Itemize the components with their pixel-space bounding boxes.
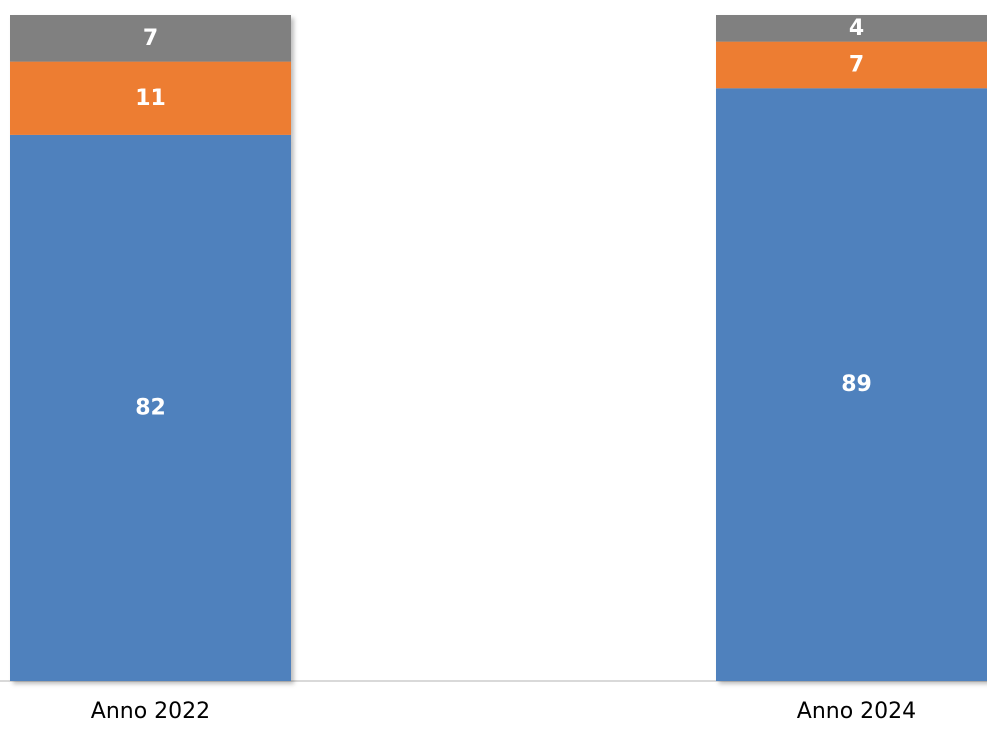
category-label-0: Anno 2022 — [91, 699, 210, 724]
bar-segment-0-1 — [10, 61, 291, 135]
data-label-0-1: 11 — [135, 86, 166, 111]
bars-group — [10, 15, 987, 681]
bar-segment-0-2 — [10, 15, 291, 62]
data-labels-group: 82 11 7 89 7 4 — [135, 16, 872, 421]
bar-segment-0-0 — [10, 134, 291, 681]
category-label-1: Anno 2024 — [797, 699, 916, 724]
bar-segment-1-2 — [716, 15, 987, 42]
data-label-1-0: 89 — [841, 372, 872, 397]
data-label-0-2: 7 — [143, 26, 158, 51]
data-label-1-1: 7 — [849, 52, 864, 77]
data-label-1-2: 4 — [849, 16, 864, 41]
category-labels-group: Anno 2022 Anno 2024 — [91, 699, 916, 724]
data-label-0-0: 82 — [135, 395, 166, 420]
bar-segment-1-0 — [716, 88, 987, 681]
bar-segment-1-1 — [716, 41, 987, 89]
